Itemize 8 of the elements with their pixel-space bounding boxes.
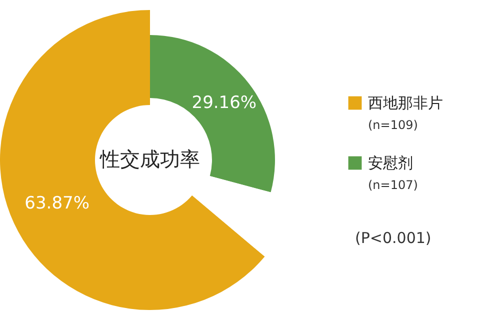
text: 性交成功率 bbox=[99, 147, 200, 171]
text: (n=107) bbox=[368, 178, 418, 192]
text: (P<0.001) bbox=[355, 229, 432, 247]
data-label: 29.16% bbox=[192, 93, 257, 114]
data-label: 63.87% bbox=[24, 193, 90, 214]
text: (n=109) bbox=[368, 118, 418, 132]
legend-label: 安慰剂 bbox=[368, 154, 413, 172]
legend-label: 西地那非片 bbox=[368, 94, 443, 112]
